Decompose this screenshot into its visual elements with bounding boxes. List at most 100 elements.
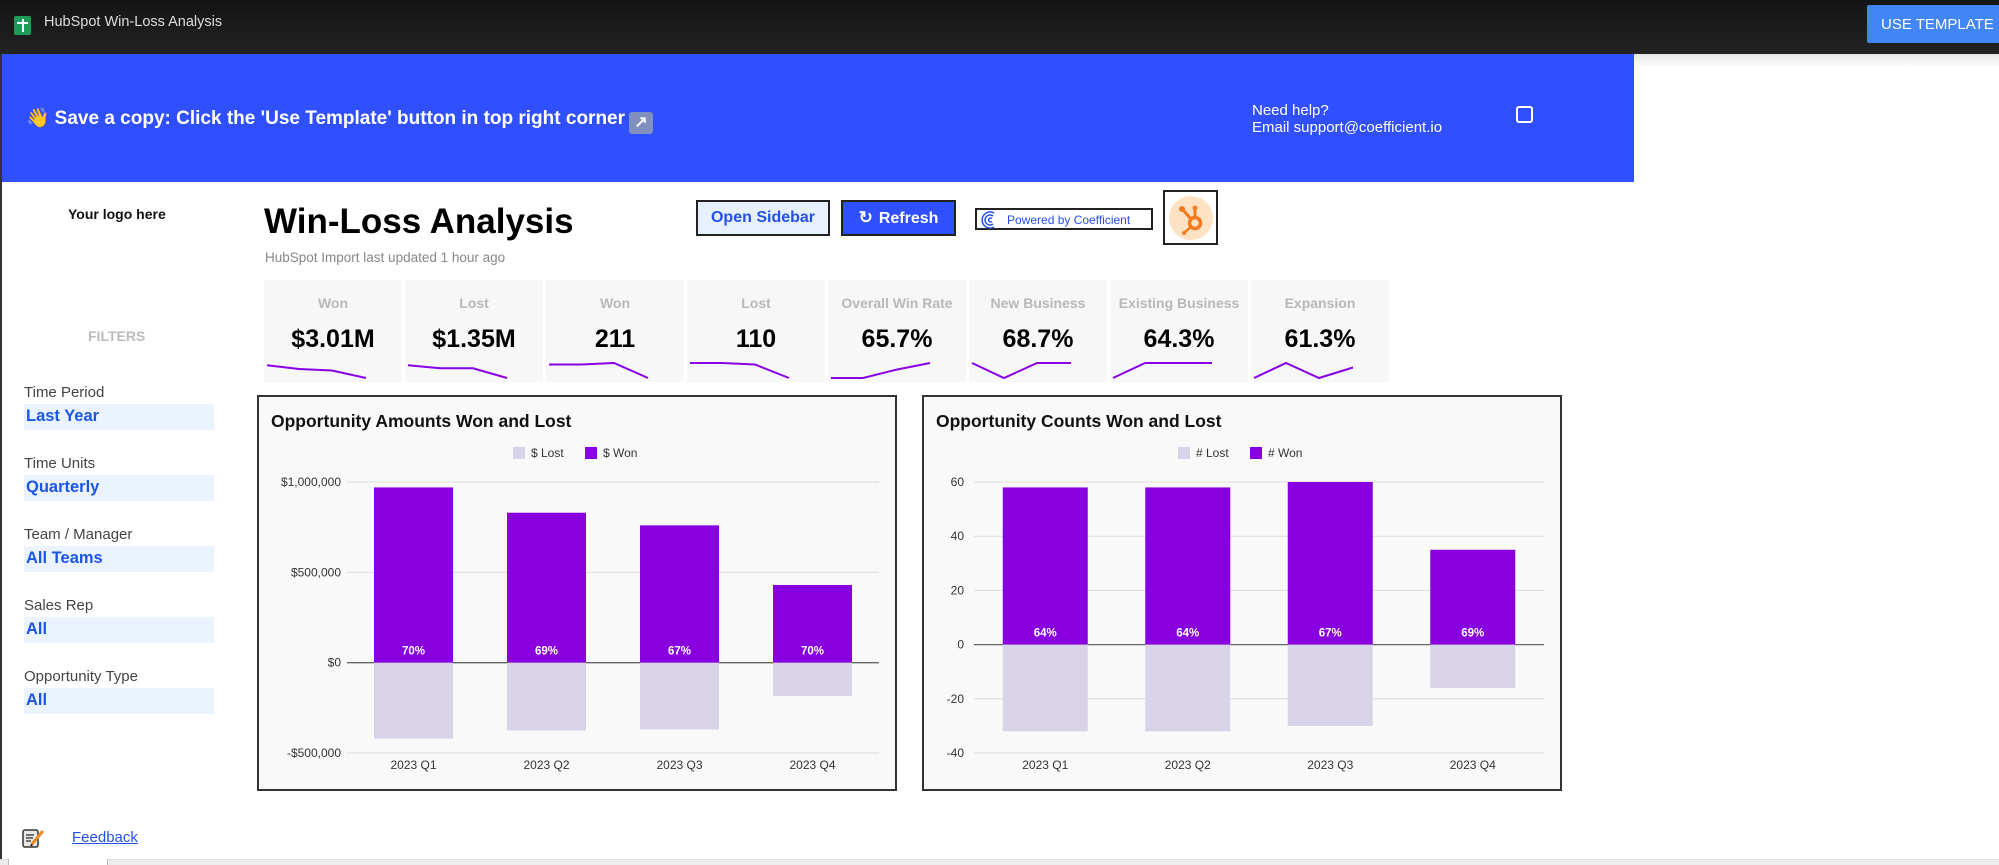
sparkline-line (1253, 361, 1354, 380)
hubspot-icon (1169, 196, 1213, 240)
bar-won (640, 525, 719, 663)
app-header-bar: HubSpot Win-Loss Analysis USE TEMPLATE (0, 0, 1999, 54)
filter-label: Time Units (24, 455, 96, 472)
legend-label-won: $ Won (603, 446, 637, 460)
shadow-strip (1634, 54, 1999, 68)
page-title: Win-Loss Analysis (264, 202, 574, 241)
sparkline-line (971, 362, 1071, 380)
y-tick-label: 60 (951, 475, 965, 489)
kpi-label: Won (599, 295, 631, 311)
filter-value-dropdown[interactable]: Quarterly (24, 475, 214, 501)
kpi-sparkline (971, 362, 1071, 380)
bar-lost (773, 662, 852, 697)
counts-chart: Opportunity Counts Won and Lost # Lost # … (922, 395, 1562, 791)
x-tick-label: 2023 Q2 (1165, 758, 1211, 772)
banner-message: 👋 Save a copy: Click the 'Use Template' b… (26, 106, 654, 134)
sparkline-line (266, 364, 367, 379)
bar-lost (1287, 644, 1373, 726)
x-tick-label: 2023 Q4 (789, 758, 835, 772)
feedback-notepad-icon (22, 827, 46, 849)
bar-data-label: 64% (1176, 628, 1199, 640)
y-tick-label: 40 (951, 529, 965, 543)
bar-data-label: 70% (801, 646, 824, 658)
x-tick-label: 2023 Q1 (1022, 758, 1068, 772)
amounts-chart: Opportunity Amounts Won and Lost $ Lost $… (257, 395, 897, 791)
logo-placeholder: Your logo here (68, 206, 166, 222)
x-tick-label: 2023 Q2 (523, 758, 569, 772)
filter-value-dropdown[interactable]: Last Year (24, 404, 214, 430)
sparkline-line (690, 362, 790, 379)
filter-label: Team / Manager (24, 526, 133, 543)
kpi-card: Won $3.01M (264, 280, 402, 382)
bar-won (1430, 549, 1516, 645)
kpi-card: Expansion 61.3% (1251, 280, 1389, 382)
bar-data-label: 64% (1034, 628, 1057, 640)
y-tick-label: -20 (947, 692, 965, 706)
bar-lost (1145, 644, 1231, 732)
help-text: Need help? Email support@coefficient.io (1252, 102, 1442, 136)
refresh-label: Refresh (878, 210, 939, 227)
feedback-link[interactable]: Feedback (72, 829, 138, 846)
bar-lost (1430, 644, 1516, 688)
kpi-card: Lost 110 (687, 280, 825, 382)
bar-data-label: 70% (402, 646, 425, 658)
bar-data-label: 67% (1319, 628, 1342, 640)
legend-swatch-lost (1178, 447, 1190, 459)
dismiss-checkbox[interactable] (1516, 106, 1533, 123)
bar-won (1145, 487, 1231, 645)
kpi-value: 211 (594, 325, 636, 353)
bar-won (1287, 482, 1373, 645)
kpi-label: Won (317, 295, 349, 311)
bar-data-label: 67% (668, 646, 691, 658)
open-sidebar-button[interactable]: Open Sidebar (696, 200, 830, 236)
filter-label: Time Period (24, 384, 105, 401)
kpi-sparkline (690, 362, 790, 379)
coefficient-logo-icon (978, 210, 1002, 234)
kpi-sparkline (831, 362, 931, 379)
counts-chart-plot: # Lost # Won -40 -20 0 20 40 60 64% 2023 Q1 64% 202… (947, 446, 1544, 772)
legend-swatch-won (585, 447, 597, 459)
sparkline-line (831, 362, 931, 379)
y-tick-label: 0 (957, 638, 964, 652)
kpi-sparkline (1253, 361, 1354, 380)
sparkline-line (549, 361, 649, 379)
x-tick-label: 2023 Q3 (656, 758, 702, 772)
refresh-button[interactable]: ↻ Refresh (841, 200, 956, 236)
kpi-card: Won 211 (546, 280, 684, 382)
filter-label: Sales Rep (24, 597, 94, 614)
bar-lost (374, 662, 453, 739)
y-tick-label: 20 (951, 583, 965, 597)
kpi-value: 68.7% (1002, 325, 1074, 353)
bar-won (773, 584, 852, 663)
waving-hand-icon: 👋 (26, 108, 50, 129)
kpi-label: New Business (990, 295, 1086, 311)
kpi-card: New Business 68.7% (969, 280, 1107, 382)
bar-data-label: 69% (1461, 628, 1484, 640)
filter-time-units: Time Units Quarterly (24, 455, 214, 501)
powered-by-coefficient-badge[interactable]: Powered by Coefficient (975, 208, 1153, 230)
x-tick-label: 2023 Q1 (390, 758, 436, 772)
powered-label: Powered by Coefficient (1007, 213, 1131, 227)
filter-sales-rep: Sales Rep All (24, 597, 214, 643)
y-tick-label: -40 (947, 746, 965, 760)
legend-swatch-lost (513, 447, 525, 459)
amounts-chart-plot: $ Lost $ Won -$500,000 $0 $500,000 $1,000,000… (281, 446, 879, 772)
filter-value-dropdown[interactable]: All (24, 617, 214, 643)
hubspot-logo-button[interactable] (1163, 190, 1218, 245)
filter-value-dropdown[interactable]: All (24, 688, 214, 714)
sheet-tab-bar (0, 859, 1999, 865)
help-line-1: Need help? (1252, 102, 1329, 119)
kpi-card: Existing Business 64.3% (1110, 280, 1248, 382)
kpi-card: Overall Win Rate 65.7% (828, 280, 966, 382)
filter-opportunity-type: Opportunity Type All (24, 668, 214, 714)
filter-value-dropdown[interactable]: All Teams (24, 546, 214, 572)
kpi-sparkline (549, 361, 649, 379)
sparkline-line (1112, 362, 1212, 379)
app-title: HubSpot Win-Loss Analysis (44, 14, 223, 30)
last-updated-text: HubSpot Import last updated 1 hour ago (265, 250, 506, 265)
sheet-tab[interactable] (8, 859, 108, 865)
kpi-label: Overall Win Rate (841, 295, 953, 311)
kpi-label: Expansion (1284, 295, 1356, 311)
use-template-button[interactable]: USE TEMPLATE (1867, 5, 1999, 43)
kpi-label: Lost (459, 295, 489, 311)
